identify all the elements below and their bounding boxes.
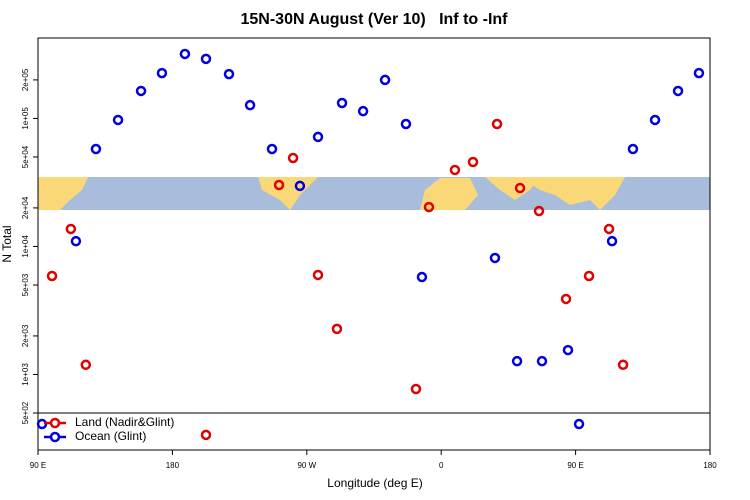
point (200, 53, 212, 65)
point (135, 85, 147, 97)
point (400, 118, 412, 130)
y-tick-label: 1e+03 (21, 363, 30, 386)
x-tick-label: 90 E (567, 461, 583, 470)
point (562, 344, 574, 356)
legend-symbol (49, 417, 61, 429)
point (573, 418, 585, 430)
point (693, 67, 705, 79)
point (65, 223, 77, 235)
point (223, 68, 235, 80)
point (533, 205, 545, 217)
y-tick-label: 2e+04 (21, 196, 30, 219)
x-tick-label: 0 (439, 461, 444, 470)
point (336, 97, 348, 109)
point (266, 143, 278, 155)
plot-frame (37, 37, 711, 451)
point (46, 270, 58, 282)
point (536, 355, 548, 367)
x-tick-label: 180 (166, 461, 180, 470)
point (423, 201, 435, 213)
y-tick-label: 1e+04 (21, 235, 30, 258)
y-axis-label: N Total (0, 225, 14, 262)
point (649, 114, 661, 126)
legend-symbol (49, 431, 61, 443)
point (90, 143, 102, 155)
x-tick-label: 90 E (30, 461, 46, 470)
x-tick-label: 180 (703, 461, 717, 470)
point (514, 182, 526, 194)
point (70, 235, 82, 247)
x-axis-label: Longitude (deg E) (327, 476, 422, 490)
point (312, 269, 324, 281)
point (357, 105, 369, 117)
point (179, 48, 191, 60)
point (603, 223, 615, 235)
point (156, 67, 168, 79)
point (273, 179, 285, 191)
point (200, 429, 212, 441)
y-tick-label: 2e+05 (21, 68, 30, 91)
point (331, 323, 343, 335)
y-tick-label: 5e+02 (21, 401, 30, 424)
point (449, 164, 461, 176)
point (617, 359, 629, 371)
point (294, 180, 306, 192)
point (80, 359, 92, 371)
point (491, 118, 503, 130)
point (416, 271, 428, 283)
point (511, 355, 523, 367)
y-tick-label: 5e+03 (21, 273, 30, 296)
point (312, 131, 324, 143)
point (627, 143, 639, 155)
point (606, 235, 618, 247)
point (287, 152, 299, 164)
map-strip (38, 177, 710, 210)
point (112, 114, 124, 126)
legend-label: Land (Nadir&Glint) (75, 415, 174, 429)
chart-title: 15N-30N August (Ver 10) Inf to -Inf (241, 11, 509, 28)
point (467, 156, 479, 168)
legend-label: Ocean (Glint) (75, 429, 146, 443)
point (379, 74, 391, 86)
point (560, 293, 572, 305)
x-tick-label: 90 W (297, 461, 316, 470)
y-tick-label: 5e+04 (21, 145, 30, 168)
point (410, 383, 422, 395)
point (672, 85, 684, 97)
y-tick-label: 1e+05 (21, 107, 30, 130)
point (583, 270, 595, 282)
y-tick-label: 2e+03 (21, 324, 30, 347)
point (489, 252, 501, 264)
point (244, 99, 256, 111)
